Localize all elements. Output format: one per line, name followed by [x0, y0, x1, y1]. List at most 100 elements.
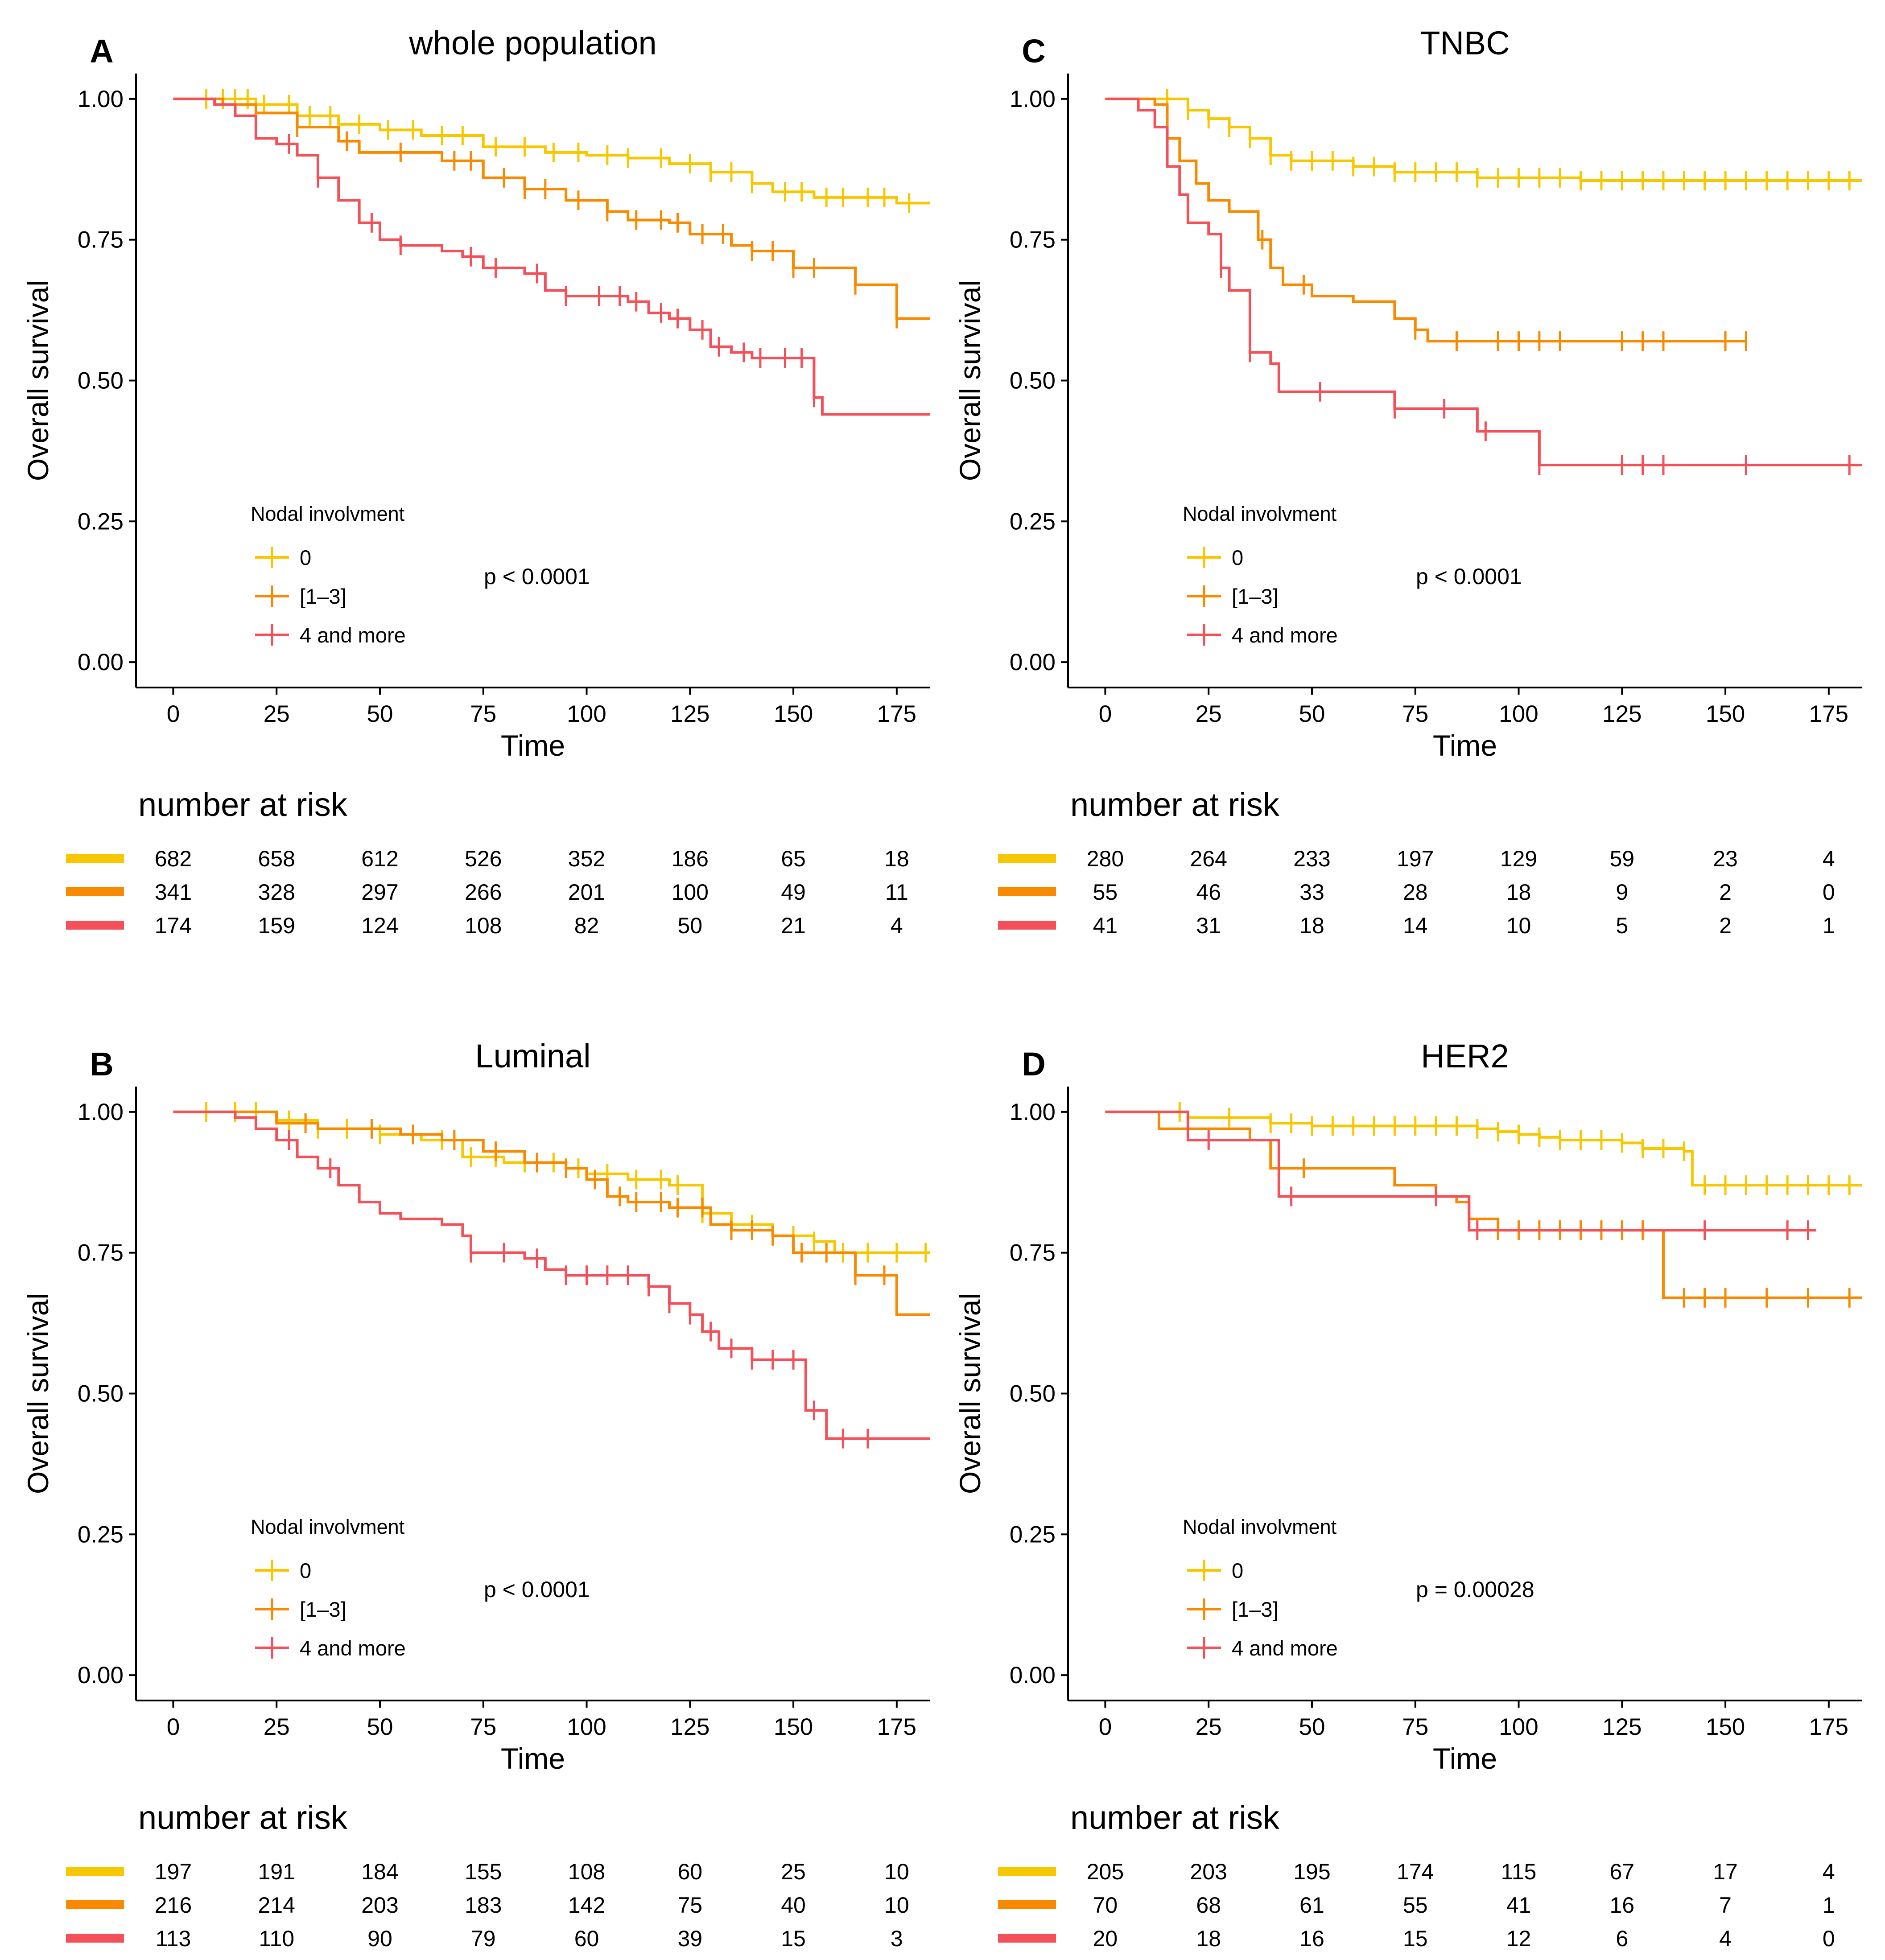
y-tick-label: 0.00 [1010, 649, 1056, 675]
risk-count: 50 [677, 913, 702, 938]
risk-count: 612 [361, 846, 398, 871]
y-tick-label: 1.00 [78, 86, 124, 112]
y-tick-label: 0.75 [1010, 227, 1056, 253]
x-axis-label: Time [1433, 1742, 1497, 1775]
risk-count: 216 [155, 1893, 192, 1918]
risk-count: 25 [781, 1859, 806, 1884]
risk-count: 4 [1823, 1859, 1835, 1884]
risk-count: 297 [361, 880, 398, 905]
x-tick-label: 100 [567, 701, 606, 727]
km-curve-series-3 [173, 97, 930, 416]
risk-count: 0 [1823, 880, 1835, 905]
risk-count: 7 [1719, 1893, 1732, 1918]
risk-count: 55 [1403, 1893, 1428, 1918]
risk-count: 4 [1719, 1926, 1732, 1951]
y-axis-label: Overall survival [21, 1293, 54, 1494]
risk-count: 328 [258, 880, 295, 905]
x-tick-label: 0 [167, 701, 180, 727]
x-axis-label: Time [1433, 729, 1497, 762]
legend-label: 4 and more [300, 1636, 406, 1660]
risk-count: 108 [568, 1859, 605, 1884]
y-tick-label: 0.75 [1010, 1240, 1056, 1266]
y-tick-label: 0.75 [78, 1240, 124, 1266]
legend-label: [1–3] [1232, 1598, 1279, 1621]
km-curve-series-2 [1105, 97, 1746, 343]
legend-label: 0 [300, 1559, 311, 1582]
x-tick-label: 150 [1706, 701, 1745, 727]
y-tick-label: 0.00 [78, 1662, 124, 1688]
legend-label: 4 and more [1232, 623, 1338, 647]
risk-count: 18 [1506, 880, 1531, 905]
x-tick-label: 0 [1099, 1714, 1112, 1740]
risk-count: 17 [1713, 1859, 1738, 1884]
risk-count: 108 [465, 913, 502, 938]
risk-count: 2 [1719, 880, 1732, 905]
y-tick-label: 0.25 [1010, 508, 1056, 535]
km-curve-series-2 [173, 97, 930, 320]
x-tick-label: 100 [1499, 701, 1538, 727]
risk-count: 65 [781, 846, 806, 871]
risk-count: 60 [574, 1926, 599, 1951]
km-curve-series-3 [1105, 1110, 1817, 1232]
risk-count: 4 [891, 913, 903, 938]
risk-count: 61 [1299, 1893, 1324, 1918]
risk-count: 682 [155, 846, 192, 871]
y-tick-label: 0.50 [1010, 368, 1056, 394]
risk-count: 142 [568, 1893, 605, 1918]
risk-count: 23 [1713, 846, 1738, 871]
risk-count: 1 [1823, 1893, 1835, 1918]
legend-label: [1–3] [1232, 585, 1279, 608]
risk-count: 15 [1403, 1926, 1428, 1951]
x-tick-label: 75 [470, 701, 496, 727]
y-axis-label: Overall survival [21, 280, 54, 481]
y-tick-label: 0.50 [1010, 1381, 1056, 1407]
x-tick-label: 50 [1299, 1714, 1325, 1740]
legend-title: Nodal involvment [1183, 502, 1337, 525]
risk-count: 201 [568, 880, 605, 905]
y-tick-label: 0.50 [78, 1381, 124, 1407]
x-tick-label: 25 [264, 701, 290, 727]
x-tick-label: 175 [1809, 1714, 1848, 1740]
risk-count: 15 [781, 1926, 806, 1951]
p-value: p < 0.0001 [484, 1577, 590, 1602]
y-tick-label: 0.25 [1010, 1521, 1056, 1548]
risk-count: 233 [1293, 846, 1330, 871]
chart-title: HER2 [1421, 1038, 1509, 1075]
panel-letter: B [90, 1046, 113, 1083]
risk-count: 124 [361, 913, 398, 938]
x-tick-label: 75 [1402, 701, 1428, 727]
risk-count: 59 [1609, 846, 1634, 871]
risk-table-title: number at risk [1070, 786, 1280, 823]
x-tick-label: 150 [774, 701, 813, 727]
risk-count: 115 [1501, 1859, 1537, 1884]
x-tick-label: 175 [877, 1714, 916, 1740]
x-tick-label: 25 [1196, 701, 1222, 727]
risk-count: 18 [1196, 1926, 1221, 1951]
x-tick-label: 50 [1299, 701, 1325, 727]
risk-count: 33 [1299, 880, 1324, 905]
km-curve-series-1 [173, 97, 930, 205]
risk-table-title: number at risk [1070, 1799, 1280, 1836]
panel-letter: D [1022, 1046, 1045, 1083]
legend-label: 0 [1232, 546, 1243, 569]
risk-count: 55 [1093, 880, 1118, 905]
risk-count: 266 [465, 880, 502, 905]
risk-count: 195 [1293, 1859, 1330, 1884]
panel-letter: A [90, 33, 113, 70]
risk-count: 191 [258, 1859, 295, 1884]
y-tick-label: 0.25 [78, 1521, 124, 1548]
risk-count: 174 [155, 913, 192, 938]
risk-count: 526 [465, 846, 502, 871]
x-tick-label: 0 [167, 1714, 180, 1740]
risk-count: 264 [1190, 846, 1227, 871]
legend-title: Nodal involvment [251, 1515, 405, 1538]
risk-count: 90 [367, 1926, 392, 1951]
risk-count: 10 [1506, 913, 1531, 938]
y-axis-label: Overall survival [953, 280, 986, 481]
risk-count: 21 [781, 913, 806, 938]
risk-count: 203 [361, 1893, 398, 1918]
risk-count: 10 [884, 1893, 909, 1918]
